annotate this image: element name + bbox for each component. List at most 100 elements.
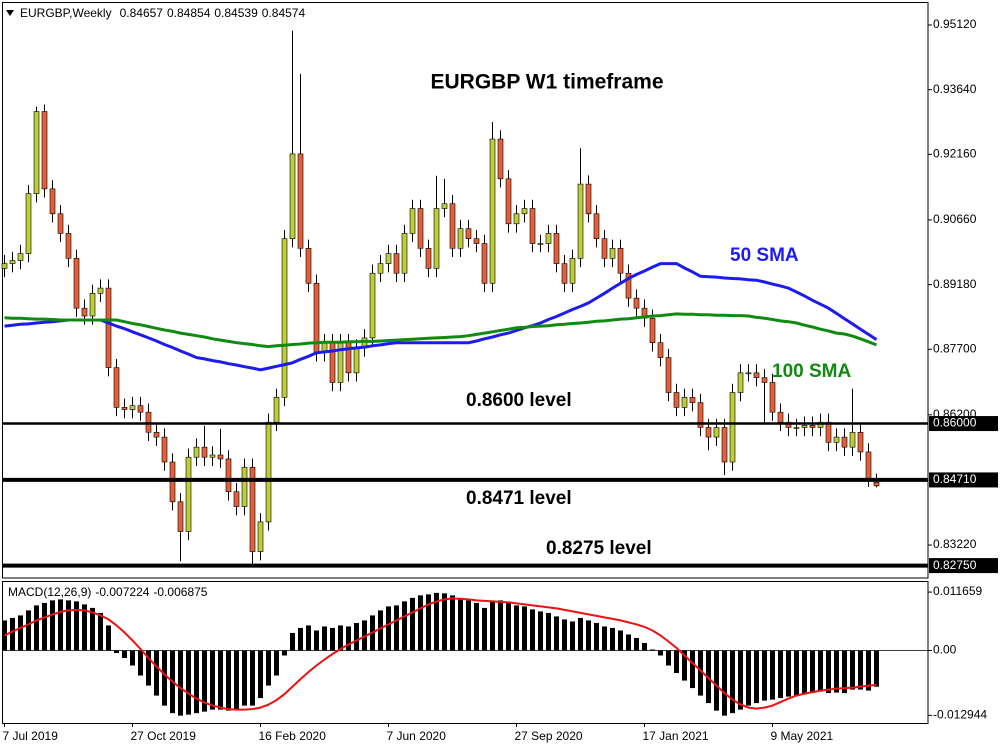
x-tick-label: 17 Jan 2021 [643,729,709,743]
candle-body [817,421,824,428]
candle-body [9,260,16,264]
candle-body [585,183,592,215]
candle-body [201,446,208,458]
macd-bar [866,650,871,691]
chart-title: EURGBP W1 timeframe [430,71,663,94]
candle-body [809,425,816,428]
candle-body [89,293,96,317]
macd-bar [298,627,303,651]
y-tick-label: 0.87700 [933,341,977,355]
macd-bar [474,602,479,651]
macd-bar [154,650,159,696]
macd-bar [746,650,751,706]
candle-body [873,481,880,487]
candle-body [81,307,88,317]
candle-body [481,243,488,284]
macd-bar [90,607,95,651]
macd-bar [522,606,527,651]
macd-bar [538,611,543,651]
candle-body [721,427,728,463]
macd-bar [42,602,47,651]
macd-bar [714,650,719,711]
last-close: 0.84574 [262,6,306,20]
macd-bar [498,600,503,651]
candle-body [401,233,408,274]
last-open: 0.84657 [120,6,164,20]
macd-bar [82,604,87,651]
candle-body [729,392,736,463]
macd-bar [386,606,391,651]
macd-bar [722,650,727,716]
candle-body [129,405,136,410]
candle-body [561,263,568,284]
chart-header: EURGBP,Weekly 0.84657 0.84854 0.84539 0.8457… [20,6,305,20]
candle-body [521,208,528,215]
candle-body [225,458,232,493]
macd-bar [426,594,431,651]
candle-body [353,347,360,374]
candle-body [753,372,760,378]
macd-bar [202,650,207,712]
candle-body [289,153,296,239]
candle-body [553,233,560,264]
candle-body [433,208,440,269]
candle-body [537,243,544,245]
candle-body [681,397,688,408]
candle-body [441,203,448,209]
y-tick-label: 0.90660 [933,212,977,226]
candle-body [241,466,248,507]
macd-bar [290,632,295,651]
candle-body [385,253,392,264]
macd-bar [730,650,735,714]
candle-body [665,357,672,393]
macd-bar [146,650,151,686]
candle-body [849,431,856,448]
candle-body [113,367,120,408]
level-price-label: 0.84710 [933,472,977,486]
macd-bar [378,610,383,651]
candle-body [1,263,8,269]
macd-bar [162,650,167,706]
candle-body [457,228,464,249]
macd-bar [546,612,551,651]
level-price-label: 0.82750 [933,558,977,572]
macd-bar [698,650,703,696]
macd-bar [258,650,263,699]
macd-bar [770,650,775,700]
candle-body [769,382,776,413]
macd-bar [818,650,823,692]
macd-y-tick-label: -0.012944 [933,708,987,722]
candle-body [153,431,160,438]
y-tick-label: 0.95120 [933,17,977,31]
macd-bar [58,599,63,651]
macd-bar [674,650,679,674]
macd-bar [682,650,687,681]
candle-body [529,208,536,244]
macd-bar [754,650,759,704]
macd-bar [810,650,815,694]
macd-bar [762,650,767,701]
candle-body [281,238,288,398]
macd-bar [562,619,567,651]
macd-bar [122,650,127,659]
macd-bar [634,637,639,651]
level-price-label: 0.86000 [933,416,977,430]
macd-bar [490,600,495,651]
macd-bar [274,650,279,676]
macd-y-tick-label: 0.011659 [933,584,982,598]
macd-bar [834,650,839,693]
candle-body [417,208,424,249]
macd-bar [570,621,575,651]
candle-body [513,213,520,225]
symbol: EURGBP,Weekly [20,6,112,20]
macd-bar [794,650,799,696]
candle-body [209,454,216,458]
macd-bar [442,593,447,651]
macd-bar [322,626,327,651]
level-price-box [929,558,998,574]
macd-bar [178,650,183,716]
macd-bar [186,650,191,715]
candle-body [633,297,640,309]
macd-bar [658,650,663,656]
